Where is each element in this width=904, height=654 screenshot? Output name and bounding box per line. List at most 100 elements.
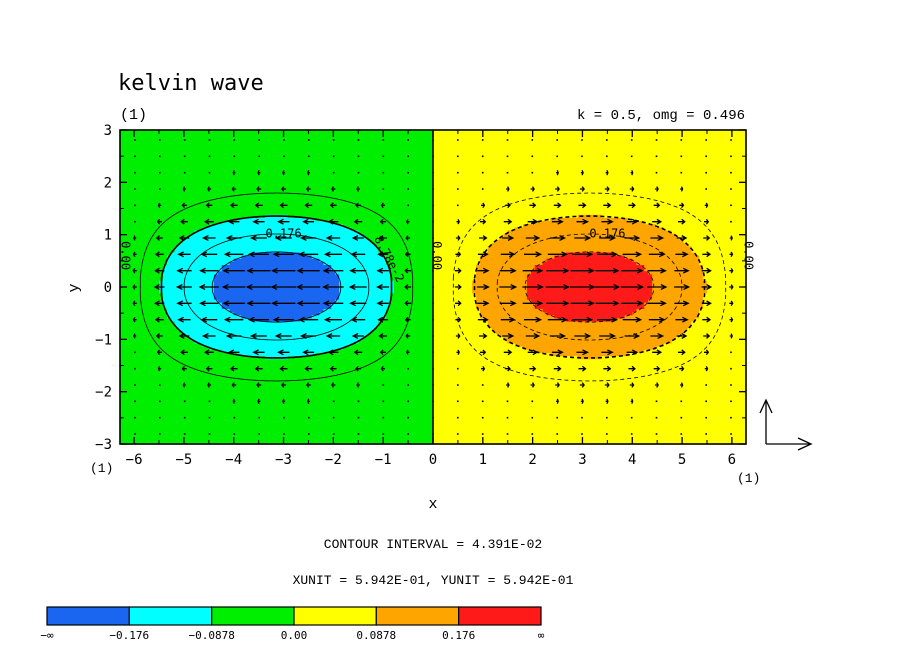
field-cell [155, 343, 160, 348]
field-cell [131, 390, 137, 395]
field-cell [147, 271, 152, 276]
field-cell [143, 368, 148, 373]
field-cell [139, 249, 145, 254]
field-cell [123, 177, 129, 181]
field-cell [120, 378, 125, 382]
field-cell [139, 374, 145, 379]
field-cell [120, 296, 125, 301]
field-cell [143, 305, 148, 310]
field-cell [123, 255, 129, 260]
field-cell [131, 233, 137, 238]
field-cell [135, 265, 141, 269]
field-cell [139, 274, 145, 279]
field-cell [151, 186, 156, 191]
field-cell [151, 299, 156, 304]
field-cell [155, 312, 160, 316]
field-cell [155, 170, 160, 175]
field-cell [147, 315, 152, 319]
field-cell [123, 227, 129, 232]
field-cell [120, 205, 125, 210]
field-cell [131, 381, 137, 385]
field-cell [155, 214, 160, 219]
field-cell [120, 136, 125, 141]
field-cell [135, 346, 141, 351]
field-cell [143, 265, 148, 269]
field-cell [147, 305, 152, 310]
field-cell [123, 239, 129, 244]
field-cell [127, 349, 133, 354]
field-cell [131, 356, 137, 360]
field-cell [139, 180, 145, 184]
field-cell [135, 236, 141, 241]
field-cell [139, 195, 145, 200]
field-cell [123, 315, 129, 319]
field-cell [123, 387, 129, 392]
field-cell [127, 318, 133, 323]
field-cell [120, 208, 125, 213]
field-cell [135, 202, 141, 206]
field-cell [151, 202, 156, 206]
field-cell [143, 221, 148, 225]
field-cell [123, 230, 129, 235]
field-cell [147, 327, 152, 332]
field-cell [127, 258, 133, 263]
field-cell [127, 148, 133, 153]
field-cell [135, 403, 141, 407]
field-cell [135, 227, 141, 232]
field-cell [151, 440, 156, 445]
field-cell [155, 151, 160, 156]
field-cell [135, 139, 141, 144]
field-cell [127, 155, 133, 159]
field-cell [143, 217, 148, 222]
field-cell [143, 161, 148, 166]
field-cell [139, 202, 145, 206]
field-cell [151, 214, 156, 219]
field-cell [120, 334, 125, 338]
field-cell [139, 173, 145, 178]
field-cell [139, 340, 145, 345]
field-cell [139, 236, 145, 241]
field-cell [127, 252, 133, 257]
field-cell [143, 359, 148, 363]
field-cell [127, 192, 133, 197]
field-cell [127, 217, 133, 222]
field-cell [123, 283, 129, 288]
field-cell [147, 368, 152, 373]
field-cell [155, 249, 160, 254]
field-cell [127, 145, 133, 150]
field-cell [139, 258, 145, 263]
field-cell [123, 390, 129, 395]
field-cell [123, 214, 129, 219]
field-cell [123, 340, 129, 345]
field-cell [139, 371, 145, 376]
field-cell [131, 428, 137, 433]
field-cell [120, 428, 125, 433]
field-cell [139, 161, 145, 166]
field-cell [139, 396, 145, 401]
field-cell [123, 312, 129, 316]
field-cell [143, 142, 148, 147]
field-cell [151, 390, 156, 395]
field-cell [120, 252, 125, 257]
field-cell [120, 352, 125, 357]
field-cell [127, 211, 133, 216]
field-cell [127, 136, 133, 141]
field-cell [143, 374, 148, 379]
field-cell [143, 230, 148, 235]
field-cell [131, 189, 137, 194]
field-cell [123, 274, 129, 279]
field-cell [131, 434, 137, 439]
field-cell [120, 305, 125, 310]
field-cell [147, 227, 152, 232]
field-cell [120, 173, 125, 178]
field-cell [123, 362, 129, 367]
field-cell [147, 412, 152, 417]
field-cell [127, 290, 133, 294]
field-cell [155, 167, 160, 172]
field-cell [155, 381, 160, 385]
field-cell [123, 205, 129, 210]
field-cell [131, 164, 137, 169]
field-cell [135, 418, 141, 423]
field-cell [127, 409, 133, 414]
field-cell [123, 296, 129, 301]
